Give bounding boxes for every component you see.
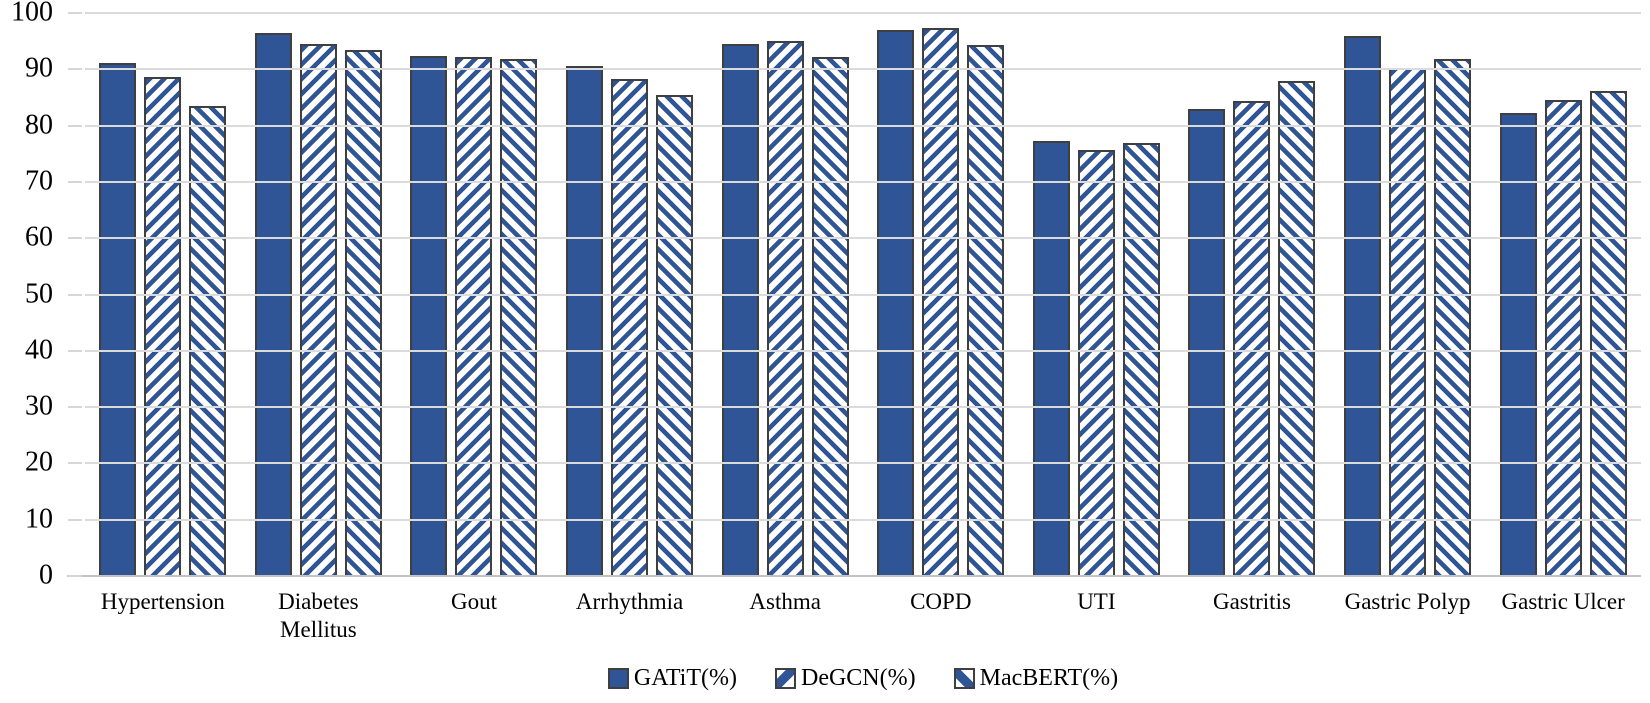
y-axis-tick (68, 518, 82, 521)
bar (410, 56, 448, 576)
bar (1188, 108, 1226, 576)
bar (1278, 80, 1316, 576)
y-axis-tick (68, 237, 82, 240)
y-axis-tick-label: 30 (25, 390, 53, 422)
y-axis-tick (68, 293, 82, 296)
x-axis-category-label: COPD (910, 589, 972, 614)
y-axis-tick (68, 406, 82, 409)
bar (1499, 112, 1537, 576)
y-axis-tick-label: 90 (25, 52, 53, 84)
x-axis-category-label: Gastric Polyp (1344, 589, 1471, 614)
bar-group (1019, 13, 1175, 576)
legend-label: GATiT(%) (633, 665, 737, 691)
bar (967, 45, 1005, 576)
x-axis-category-label: Arrhythmia (575, 589, 684, 614)
legend-swatch-hatch-forward-icon (774, 667, 796, 689)
bar (455, 56, 493, 576)
y-axis-tick-label: 0 (39, 559, 53, 591)
bar (656, 95, 694, 576)
x-axis-category-label: Asthma (749, 589, 821, 614)
gridline (85, 406, 1641, 409)
bar-groups (85, 13, 1641, 576)
y-axis-tick (68, 124, 82, 127)
bar-group (85, 13, 241, 576)
gridline (85, 68, 1641, 71)
y-axis-tick-label: 60 (25, 221, 53, 253)
x-axis-category-label: Gastritis (1212, 589, 1291, 614)
y-axis-tick (68, 349, 82, 352)
bar (566, 65, 604, 576)
y-axis-tick (68, 180, 82, 183)
bar (189, 105, 227, 576)
bar (1233, 100, 1271, 576)
y-axis-tick-label: 40 (25, 334, 53, 366)
bar (1389, 68, 1427, 576)
legend-swatch-hatch-back-icon (953, 667, 975, 689)
x-axis-line (67, 575, 1641, 577)
bar-group (863, 13, 1019, 576)
bar-group (241, 13, 397, 576)
y-axis-tick (68, 575, 82, 577)
bar (922, 27, 960, 576)
bar (1122, 143, 1160, 576)
gridline (85, 237, 1641, 240)
legend-item: DeGCN(%) (774, 665, 916, 691)
plot-area: 0 10 20 30 40 50 60 70 80 90 100 (11, 0, 1641, 589)
y-axis-tick-label: 50 (25, 277, 53, 309)
y-axis-tick-label: 10 (25, 503, 53, 535)
bar (1344, 35, 1382, 576)
gridline (85, 12, 1641, 14)
gridline (85, 180, 1641, 183)
bar (299, 43, 337, 576)
bar-group (1485, 13, 1641, 576)
bar (1032, 140, 1070, 576)
x-axis-category-label: Gastric Ulcer (1501, 589, 1625, 614)
x-axis: Hypertension Diabetes Mellitus Gout Arrhyth… (85, 588, 1641, 644)
legend-swatch-solid-icon (607, 667, 629, 689)
bar-group (396, 13, 552, 576)
bar (1077, 149, 1115, 576)
gridline (85, 462, 1641, 465)
bar (766, 41, 804, 576)
x-axis-category-label: UTI (1077, 589, 1116, 614)
legend-label: MacBERT(%) (979, 665, 1119, 691)
y-axis-tick (68, 462, 82, 465)
bar (611, 79, 649, 576)
x-axis-category-label: Diabetes Mellitus (278, 589, 359, 642)
gridline (85, 293, 1641, 296)
y-axis-tick (68, 12, 82, 14)
bar (1544, 100, 1582, 576)
gridline (85, 518, 1641, 521)
y-axis-tick-label: 80 (25, 109, 53, 141)
gridline (85, 124, 1641, 127)
y-axis-tick-label: 100 (11, 0, 53, 28)
y-axis-tick-label: 20 (25, 446, 53, 478)
legend-label: DeGCN(%) (800, 665, 916, 691)
bar-group (1174, 13, 1330, 576)
y-axis-tick-label: 70 (25, 165, 53, 197)
bar (144, 77, 182, 576)
bar (500, 59, 538, 576)
bar-group (707, 13, 863, 576)
legend: GATiT(%) DeGCN(%) MacBERT(%) (85, 662, 1641, 694)
legend-item: GATiT(%) (607, 665, 737, 691)
bar (344, 49, 382, 576)
bar (877, 29, 915, 576)
bar (1434, 58, 1472, 576)
bar-group (552, 13, 708, 576)
bar (1589, 90, 1627, 576)
gridline (85, 349, 1641, 352)
bar (811, 56, 849, 576)
bar (254, 32, 292, 576)
x-axis-category-label: Hypertension (100, 589, 225, 614)
y-axis-tick (68, 68, 82, 71)
bar (721, 43, 759, 576)
bar (99, 62, 137, 576)
legend-item: MacBERT(%) (953, 665, 1119, 691)
x-axis-category-label: Gout (450, 589, 497, 614)
